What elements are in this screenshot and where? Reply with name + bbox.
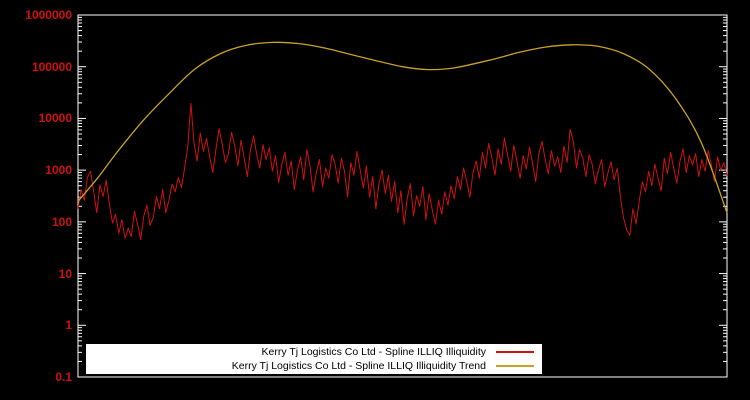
legend-line-sample	[496, 351, 534, 353]
y-tick-label: 10	[58, 266, 72, 281]
legend-entry: Kerry Tj Logistics Co Ltd - Spline ILLIQ…	[86, 359, 542, 373]
legend: Kerry Tj Logistics Co Ltd - Spline ILLIQ…	[86, 344, 542, 374]
y-tick-label: 1000000	[25, 8, 72, 22]
y-tick-label: 1	[65, 318, 72, 333]
illiquidity-series-line	[77, 102, 728, 241]
trend-series-line	[77, 41, 728, 214]
y-tick-label: 100000	[31, 59, 72, 74]
y-tick-label: 0.1	[55, 370, 72, 384]
plot-border	[77, 14, 728, 378]
y-tick-label: 1000	[45, 163, 72, 178]
legend-label: Kerry Tj Logistics Co Ltd - Spline ILLIQ…	[261, 346, 486, 358]
y-tick-label: 100	[51, 214, 72, 229]
legend-entry: Kerry Tj Logistics Co Ltd - Spline ILLIQ…	[86, 345, 542, 359]
y-tick-label: 10000	[38, 111, 72, 126]
legend-line-sample	[496, 365, 534, 367]
legend-label: Kerry Tj Logistics Co Ltd - Spline ILLIQ…	[231, 360, 486, 372]
